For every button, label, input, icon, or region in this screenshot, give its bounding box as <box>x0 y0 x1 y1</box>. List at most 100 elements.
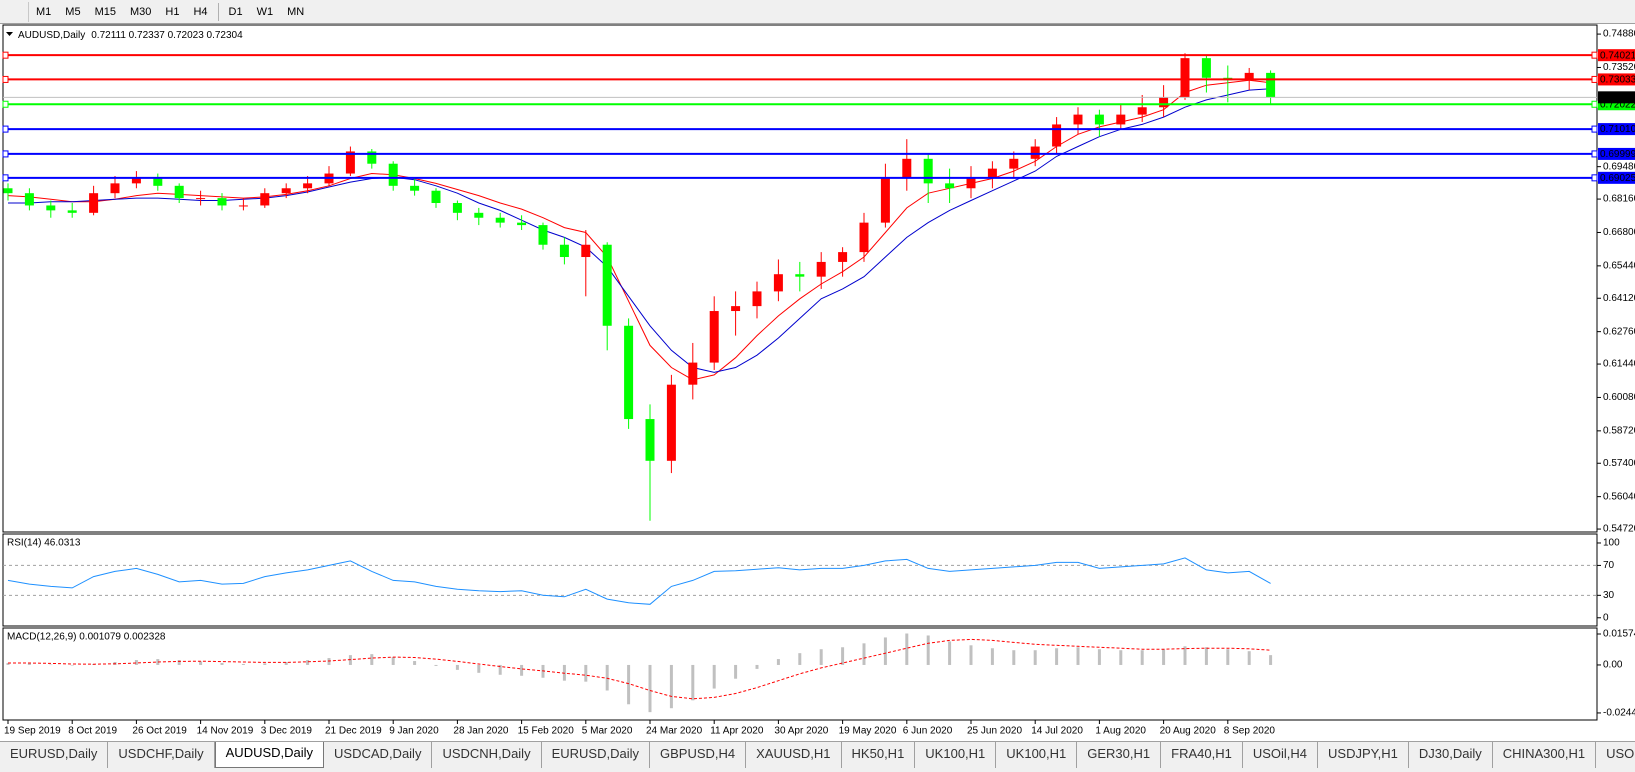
symbol-tab[interactable]: AUDUSD,Daily <box>214 742 325 768</box>
symbol-tab[interactable]: USOil,H1 <box>1596 742 1635 768</box>
candle-body <box>517 222 527 226</box>
symbol-tab[interactable]: USDCHF,Daily <box>108 742 215 768</box>
symbol-tab[interactable]: USDCAD,Daily <box>324 742 433 768</box>
candle-body <box>196 198 206 200</box>
symbol-tab[interactable]: GER30,H1 <box>1077 742 1162 768</box>
timeframe-button[interactable]: D1 <box>228 5 243 18</box>
candle-body <box>110 183 120 194</box>
candle-body <box>602 244 612 326</box>
panel-title: MACD(12,26,9) 0.001079 0.002328 <box>7 632 166 643</box>
timeframe-button[interactable]: H1 <box>165 5 180 18</box>
macd-bar <box>841 647 845 665</box>
candle-body <box>945 183 955 189</box>
macd-bar <box>1119 650 1123 665</box>
candle-body <box>987 168 997 179</box>
y-tick-label: 0 <box>1603 612 1609 623</box>
candle-body <box>1201 58 1211 78</box>
timeframe-button[interactable]: MN <box>287 5 305 18</box>
macd-bar <box>883 637 887 665</box>
candle-body <box>24 193 34 206</box>
symbol-tab[interactable]: FRA40,H1 <box>1161 742 1243 768</box>
timeframe-button[interactable]: M1 <box>36 5 52 18</box>
symbol-tab[interactable]: UK100,H1 <box>996 742 1078 768</box>
timeframe-button[interactable]: W1 <box>256 5 274 18</box>
macd-bar <box>1076 647 1080 665</box>
timeframe-button[interactable]: M15 <box>94 5 116 18</box>
symbol-tab[interactable]: USDJPY,H1 <box>1318 742 1409 768</box>
macd-bar <box>263 663 267 665</box>
panel-frame <box>2 627 1598 721</box>
candle-body <box>431 190 441 204</box>
symbol-tab[interactable]: DJ30,Daily <box>1409 742 1493 768</box>
candle-body <box>752 291 762 307</box>
x-tick-label: 19 May 2020 <box>839 726 897 737</box>
moving-average <box>8 88 1271 373</box>
candle-body <box>3 188 13 194</box>
symbol-tab[interactable]: USOil,H4 <box>1243 742 1319 768</box>
symbol-tab[interactable]: EURUSD,Daily <box>542 742 650 768</box>
x-tick-label: 19 Sep 2019 <box>4 726 61 737</box>
x-tick-label: 8 Oct 2019 <box>68 726 117 737</box>
macd-bar <box>648 664 652 713</box>
level-price-box <box>1598 147 1635 160</box>
macd-bar <box>27 663 31 665</box>
header-arrow <box>6 32 13 36</box>
level-handle <box>1591 51 1598 59</box>
macd-bar <box>990 648 994 665</box>
symbol-tab[interactable]: XAUUSD,H1 <box>746 742 842 768</box>
y-tick-label: 0.00 <box>1603 660 1623 671</box>
macd-bar <box>819 649 823 665</box>
symbol-tab[interactable]: UK100,H1 <box>915 742 997 768</box>
macd-bar <box>413 661 417 665</box>
level-handle <box>1591 75 1598 83</box>
macd-bar <box>755 664 759 669</box>
level-price-box <box>1598 123 1635 136</box>
y-tick-label: -0.02441 <box>1603 708 1635 719</box>
candle-body <box>1116 114 1126 125</box>
timeframe-button[interactable]: H4 <box>193 5 208 18</box>
symbol-tab[interactable]: GBPUSD,H4 <box>650 742 747 768</box>
level-handle <box>2 75 9 83</box>
macd-bar <box>1204 647 1208 665</box>
x-tick-label: 11 Apr 2020 <box>710 726 764 737</box>
macd-bar <box>669 664 673 709</box>
macd-bar <box>70 664 74 666</box>
candle-body <box>388 163 398 186</box>
candle-body <box>1052 124 1062 147</box>
symbol-tab[interactable]: HK50,H1 <box>842 742 916 768</box>
candle-body <box>880 178 890 223</box>
macd-bar <box>1055 648 1059 665</box>
x-tick-label: 30 Apr 2020 <box>774 726 828 737</box>
candle-body <box>666 384 676 461</box>
symbol-tab[interactable]: EURUSD,Daily <box>0 742 109 768</box>
level-handle <box>1591 100 1598 108</box>
tool-icon[interactable] <box>2 1 29 22</box>
macd-bar <box>241 663 245 665</box>
macd-bar <box>434 664 438 666</box>
level-handle <box>2 100 9 108</box>
macd-bar <box>455 664 459 670</box>
timeframe-button[interactable]: M30 <box>129 5 152 18</box>
rsi-line <box>7 557 1271 605</box>
symbol-tab[interactable]: CHINA300,H1 <box>1493 742 1597 768</box>
level-price-box <box>1598 171 1635 184</box>
macd-bar <box>1247 651 1251 665</box>
symbol-tab[interactable]: USDCNH,Daily <box>432 742 542 768</box>
candle-body <box>495 217 505 223</box>
level-handle <box>2 51 9 59</box>
candle-body <box>1266 72 1276 98</box>
macd-bar <box>1226 649 1230 665</box>
y-tick-label: 70 <box>1603 560 1615 571</box>
candle-body <box>688 362 698 385</box>
x-tick-label: 26 Oct 2019 <box>132 726 187 737</box>
timeframe-button[interactable]: M5 <box>65 5 81 18</box>
candle-body <box>624 325 634 420</box>
